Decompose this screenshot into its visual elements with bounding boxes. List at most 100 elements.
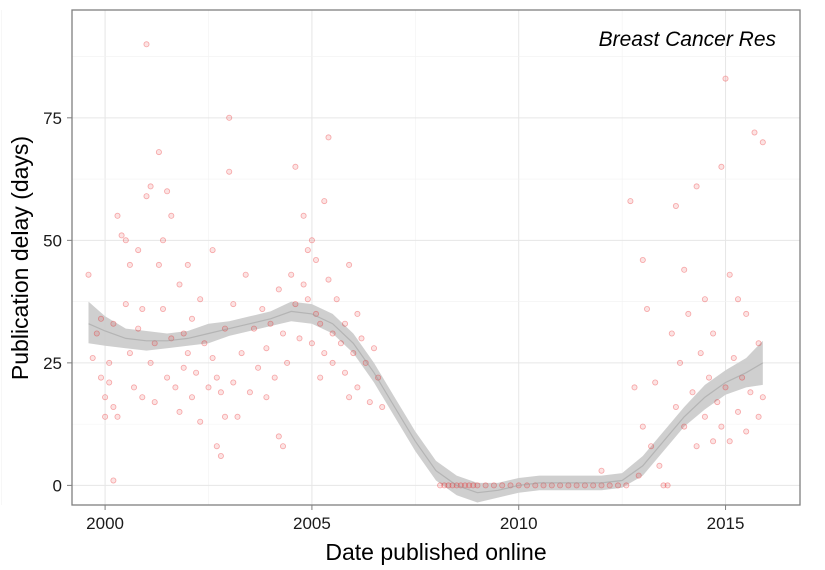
data-point [209, 247, 216, 254]
data-point [668, 330, 675, 337]
data-point [213, 443, 220, 450]
data-point [304, 247, 311, 254]
data-point [350, 350, 357, 357]
smooth-band-layer [88, 301, 763, 503]
data-point [292, 301, 299, 308]
data-point [180, 330, 187, 337]
data-point [230, 301, 237, 308]
data-point [681, 266, 688, 273]
data-point [321, 198, 328, 205]
data-point [151, 399, 158, 406]
data-point [188, 394, 195, 401]
data-point [759, 394, 766, 401]
data-point [89, 354, 96, 361]
data-point [751, 129, 758, 136]
data-point [693, 183, 700, 190]
data-point [85, 271, 92, 278]
data-point [180, 364, 187, 371]
y-axis: 0 25 50 75 [43, 109, 72, 495]
data-point [201, 340, 208, 347]
data-point [490, 482, 497, 489]
data-point [188, 315, 195, 322]
data-point [557, 482, 564, 489]
data-point [341, 369, 348, 376]
data-point [635, 472, 642, 479]
data-point [639, 256, 646, 263]
data-point [110, 403, 117, 410]
data-point [701, 413, 708, 420]
data-point [718, 423, 725, 430]
data-point [548, 482, 555, 489]
data-point [304, 296, 311, 303]
data-point [701, 296, 708, 303]
data-point [685, 310, 692, 317]
data-point [664, 482, 671, 489]
grid [1, 10, 800, 505]
data-point [441, 482, 448, 489]
data-point [139, 394, 146, 401]
data-point [143, 41, 150, 48]
data-point [681, 423, 688, 430]
data-point [209, 354, 216, 361]
data-point [102, 413, 109, 420]
data-point [581, 482, 588, 489]
data-point [759, 139, 766, 146]
data-point [147, 183, 154, 190]
data-point [193, 369, 200, 376]
data-point [98, 374, 105, 381]
data-point [114, 413, 121, 420]
data-point [263, 345, 270, 352]
data-point [366, 399, 373, 406]
data-point [234, 413, 241, 420]
smooth-line-layer [88, 310, 764, 494]
panel-border [71, 9, 801, 506]
data-point [482, 482, 489, 489]
data-point [255, 364, 262, 371]
x-axis-title: Date published online [325, 539, 546, 565]
x-tick-label: 2000 [86, 514, 124, 533]
data-point [168, 212, 175, 219]
data-point [735, 296, 742, 303]
data-point [184, 350, 191, 357]
data-point [143, 193, 150, 200]
data-point [652, 379, 659, 386]
data-point [226, 114, 233, 121]
data-point [726, 438, 733, 445]
data-point [693, 443, 700, 450]
data-point [689, 389, 696, 396]
data-point [308, 237, 315, 244]
data-point [329, 330, 336, 337]
data-point [755, 340, 762, 347]
data-point [213, 374, 220, 381]
data-point [184, 261, 191, 268]
y-tick-label: 50 [43, 231, 62, 250]
data-point [267, 320, 274, 327]
data-point [126, 261, 133, 268]
data-point [110, 320, 117, 327]
data-point [598, 482, 605, 489]
data-point [110, 477, 117, 484]
data-point [159, 237, 166, 244]
data-point [540, 482, 547, 489]
data-point [437, 482, 444, 489]
data-point [217, 389, 224, 396]
data-point [710, 330, 717, 337]
data-point [246, 389, 253, 396]
data-point [159, 305, 166, 312]
data-point [217, 452, 224, 459]
data-point [677, 359, 684, 366]
data-point [627, 198, 634, 205]
x-axis: 2000 2005 2010 2015 [86, 505, 744, 533]
data-point [499, 482, 506, 489]
data-point [271, 374, 278, 381]
data-point [329, 359, 336, 366]
data-point [292, 163, 299, 170]
data-point [710, 438, 717, 445]
data-point [714, 399, 721, 406]
y-axis-title: Publication delay (days) [7, 136, 33, 380]
data-point [312, 256, 319, 263]
data-point [284, 359, 291, 366]
data-point [615, 482, 622, 489]
data-point [644, 305, 651, 312]
